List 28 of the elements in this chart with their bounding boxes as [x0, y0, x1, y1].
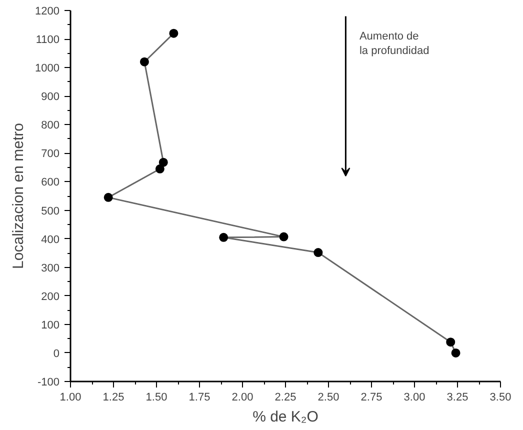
y-tick-label: 100 [41, 319, 60, 332]
x-tick-label: 1.00 [60, 392, 82, 404]
x-tick-label: 1.75 [188, 392, 210, 404]
y-tick-label: 400 [41, 234, 60, 246]
x-tick-label: 2.75 [360, 392, 382, 404]
y-tick-label: 0 [53, 348, 60, 360]
x-tick-label: 1.25 [102, 392, 124, 404]
x-tick-label: 3.50 [490, 392, 512, 404]
y-tick-label: 1200 [35, 6, 60, 18]
y-tick-label: 600 [41, 176, 60, 189]
x-tick-label: 3.25 [446, 392, 468, 404]
annotation: Aumento de la profundidad [359, 30, 430, 57]
y-tick-label: -100 [37, 376, 60, 388]
x-tick-label: 2.00 [232, 392, 254, 404]
x-axis-title: % de K₂O [252, 408, 318, 426]
x-tick-label: 2.25 [274, 392, 296, 404]
y-tick-label: 300 [41, 262, 60, 274]
y-tick-label: 500 [41, 205, 60, 218]
x-tick-label: 1.50 [146, 392, 168, 404]
y-tick-label: 900 [41, 91, 60, 104]
x-tick-label: 2.50 [318, 392, 340, 404]
y-tick-label: 200 [41, 290, 60, 303]
y-axis-title: Localizacion en metro [10, 123, 28, 269]
y-tick-label: 800 [41, 120, 60, 132]
y-tick-label: 1100 [36, 34, 60, 46]
x-tick-label: 3.00 [404, 392, 426, 404]
y-tick-label: 700 [41, 148, 60, 160]
y-tick-label: 1000 [35, 62, 60, 75]
